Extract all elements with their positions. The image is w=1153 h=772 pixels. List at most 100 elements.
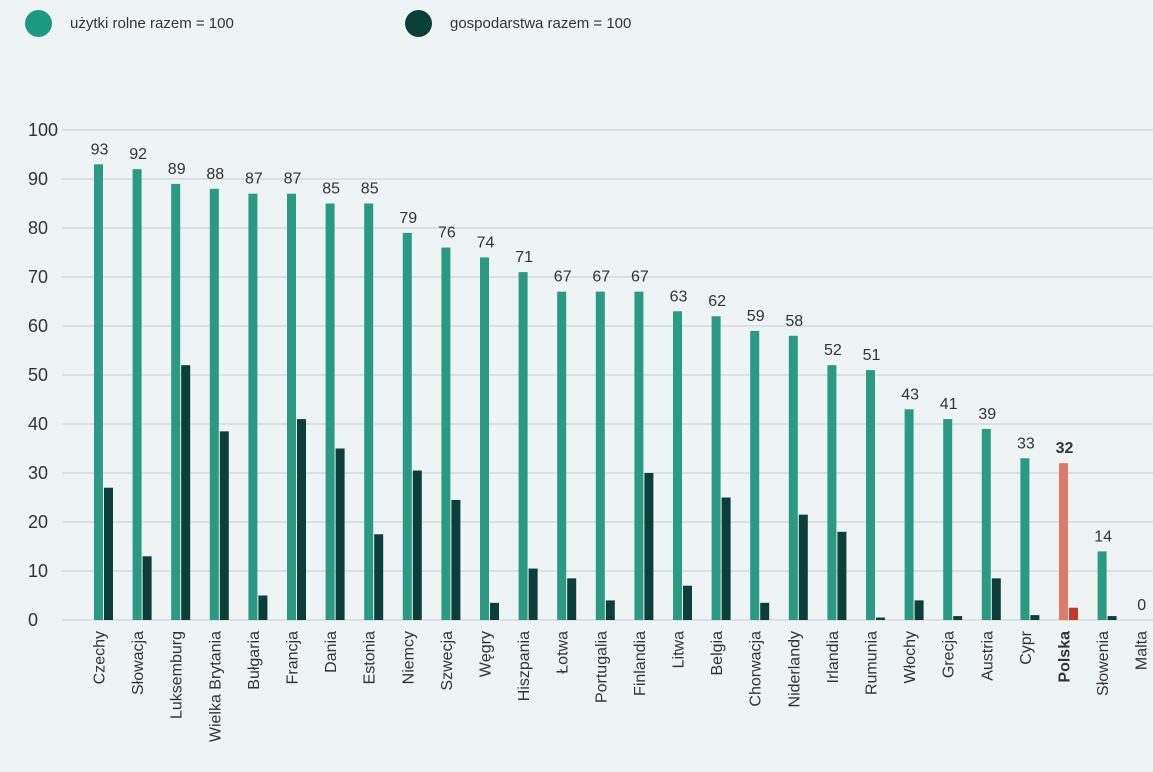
bar-agricultural-land [1097, 551, 1107, 620]
data-label: 93 [91, 141, 109, 158]
bar-farms [644, 473, 654, 620]
x-tick-label: Malta [1134, 631, 1151, 670]
legend-swatch-agricultural-land [25, 10, 52, 37]
bar-farms [567, 578, 577, 620]
x-tick-label: Estonia [362, 631, 379, 684]
x-tick-label: Finlandia [632, 631, 649, 696]
y-tick-label: 90 [28, 169, 48, 189]
data-label: 32 [1056, 440, 1074, 457]
data-label: 89 [168, 161, 186, 178]
legend-swatch-farms [405, 10, 432, 37]
bar-farms [181, 365, 191, 620]
x-tick-label: Austria [979, 631, 996, 681]
bar-agricultural-land [981, 428, 991, 620]
data-label: 62 [708, 293, 726, 310]
x-tick-label: Wielka Brytania [207, 631, 224, 742]
bar-farms [876, 617, 885, 620]
bar-agricultural-land [132, 169, 142, 620]
bar-farms [335, 448, 345, 620]
bar-agricultural-land [866, 370, 875, 620]
data-label: 88 [206, 166, 224, 183]
bar-farms [914, 600, 924, 620]
data-label: 87 [284, 171, 302, 188]
bar-agricultural-land [287, 193, 296, 620]
x-tick-label: Niemcy [400, 631, 417, 684]
bar-farms [837, 531, 847, 620]
bar-farms [721, 497, 731, 620]
x-tick-label: Polska [1057, 631, 1074, 683]
y-tick-label: 30 [28, 463, 48, 483]
data-label: 74 [477, 234, 495, 251]
x-tick-label: Luksemburg [169, 631, 186, 719]
bar-agricultural-land [441, 247, 451, 620]
data-label: 0 [1137, 597, 1146, 614]
data-label: 33 [1017, 435, 1035, 452]
bar-agricultural-land [673, 311, 682, 620]
data-label: 43 [901, 386, 919, 403]
bar-agricultural-land [171, 183, 181, 620]
bar-farms [953, 616, 963, 620]
legend-label-farms: gospodarstwa razem = 100 [450, 15, 632, 32]
bar-agricultural-land [364, 203, 374, 620]
x-tick-label: Chorwacja [748, 631, 765, 707]
y-tick-label: 80 [28, 218, 48, 238]
bar-farms [798, 514, 808, 620]
data-label: 71 [515, 249, 533, 266]
legend: użytki rolne razem = 100 gospodarstwa ra… [0, 10, 1153, 40]
data-label: 67 [631, 269, 649, 286]
data-label: 14 [1094, 528, 1112, 545]
bar-farms [104, 487, 113, 620]
bar-farms [412, 470, 422, 620]
x-tick-label: Francja [285, 631, 302, 684]
y-tick-label: 50 [28, 365, 48, 385]
y-tick-label: 70 [28, 267, 48, 287]
bar-agricultural-land [711, 316, 721, 620]
bar-farms [258, 595, 268, 620]
bar-agricultural-land [325, 203, 335, 620]
data-label: 58 [785, 313, 803, 330]
bar-farms [219, 431, 229, 620]
x-tick-label: Portugalia [593, 631, 610, 703]
x-tick-label: Węgry [478, 631, 495, 677]
data-label: 39 [978, 406, 996, 423]
bar-farms [528, 568, 538, 620]
x-tick-label: Hiszpania [516, 631, 533, 701]
data-label: 52 [824, 342, 842, 359]
bar-agricultural-land [904, 409, 914, 620]
bar-farms [1069, 607, 1078, 620]
bar-farms [1030, 615, 1040, 620]
x-tick-label: Niderlandy [786, 631, 803, 707]
x-tick-label: Słowacja [130, 631, 147, 695]
x-tick-label: Cypr [1018, 630, 1035, 664]
bar-agricultural-land [1059, 463, 1068, 620]
bar-farms [760, 602, 770, 620]
bar-agricultural-land [480, 257, 489, 620]
bar-farms [142, 556, 152, 620]
data-label: 67 [554, 269, 572, 286]
bar-farms [1107, 616, 1117, 620]
bar-agricultural-land [943, 419, 953, 620]
bar-agricultural-land [518, 272, 528, 620]
x-tick-label: Litwa [671, 631, 688, 668]
bar-agricultural-land [595, 291, 605, 620]
y-tick-label: 100 [28, 120, 58, 140]
bar-farms [374, 534, 384, 620]
bar-farms [605, 600, 615, 620]
data-label: 51 [863, 347, 881, 364]
bar-agricultural-land [788, 335, 798, 620]
bar-agricultural-land [634, 291, 644, 620]
data-label: 59 [747, 308, 765, 325]
data-label: 76 [438, 225, 456, 242]
x-tick-label: Grecja [941, 631, 958, 678]
bar-farms [991, 578, 1001, 620]
data-label: 63 [670, 288, 688, 305]
data-label: 41 [940, 396, 958, 413]
y-tick-label: 20 [28, 512, 48, 532]
data-label: 67 [592, 269, 610, 286]
y-tick-label: 40 [28, 414, 48, 434]
bar-agricultural-land [209, 188, 219, 621]
bar-agricultural-land [750, 330, 760, 620]
x-tick-label: Szwecja [439, 631, 456, 691]
bar-agricultural-land [248, 193, 258, 620]
